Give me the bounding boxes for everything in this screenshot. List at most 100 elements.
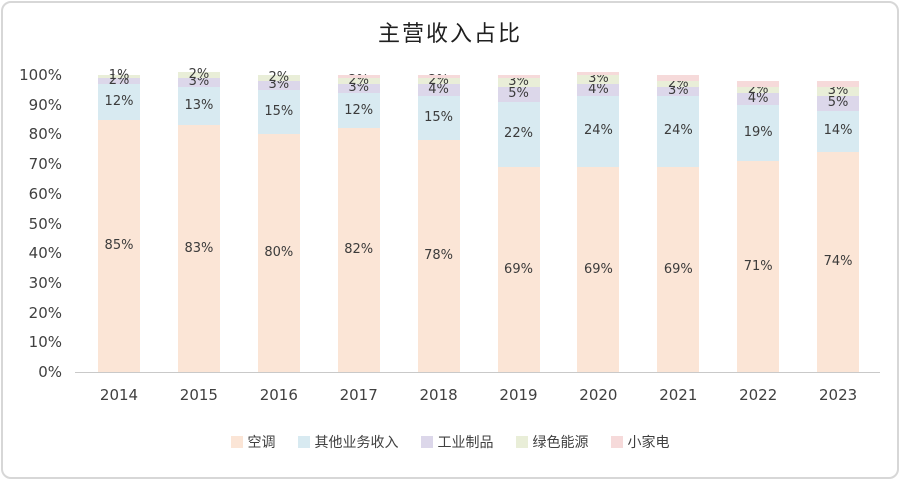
x-axis-line: [75, 372, 880, 373]
bar-segment: [737, 86, 780, 93]
data-label: 4%: [747, 90, 769, 106]
bar-segment: [177, 72, 220, 78]
legend-item: 小家电: [610, 432, 670, 452]
y-axis-tick-label: 20%: [28, 303, 62, 322]
bar-segment: [657, 95, 700, 168]
legend-item: 绿色能源: [515, 432, 589, 452]
data-label: 78%: [424, 248, 454, 264]
y-axis-tick-label: 10%: [28, 333, 62, 352]
data-label: 69%: [583, 261, 613, 277]
bar-segment: [657, 75, 700, 81]
bar-segment: [497, 77, 540, 87]
x-axis-category-label: 2014: [99, 386, 139, 404]
data-label: 3%: [588, 71, 609, 87]
data-label: 3%: [188, 74, 210, 90]
data-label: 24%: [583, 123, 613, 139]
legend-item: 其他业务收入: [297, 432, 399, 452]
data-label: 24%: [663, 123, 693, 139]
data-label: 69%: [504, 261, 533, 277]
bar-segment: [737, 80, 780, 87]
y-axis-tick-label: 100%: [19, 66, 62, 84]
data-label: 3%: [667, 83, 689, 99]
legend-swatch: [230, 436, 243, 448]
bar-segment: [417, 77, 460, 84]
bar-segment: [497, 86, 540, 102]
bar-segment: [737, 104, 780, 162]
bar-segment: [417, 95, 460, 141]
data-label: 82%: [344, 242, 374, 258]
data-label: 80%: [264, 245, 294, 261]
data-label: 5%: [827, 95, 849, 111]
y-axis-tick-label: 70%: [28, 155, 62, 174]
bar-segment: [817, 110, 860, 153]
bar-segment: [337, 128, 380, 372]
chart-title: 主营收入占比: [377, 22, 522, 47]
y-axis-tick-label: 40%: [28, 244, 62, 263]
bar-segment: [657, 80, 700, 87]
bar-segment: [817, 95, 860, 111]
legend: 空调 其他业务收入 工业制品 绿色能源 小家电: [0, 432, 900, 452]
legend-item: 工业制品: [420, 432, 494, 452]
bar-segment: [257, 75, 300, 81]
bar-segment: [737, 92, 780, 105]
bar-segment: [817, 86, 860, 96]
data-label: 74%: [823, 254, 853, 270]
data-label: 15%: [264, 104, 294, 120]
legend-label: 空调: [247, 435, 276, 451]
bar-segment: [177, 86, 220, 126]
bar-segment: [98, 83, 140, 120]
bar-segment: [817, 152, 860, 372]
legend-swatch: [297, 436, 310, 448]
bar-segment: [577, 95, 620, 168]
data-label: 85%: [104, 237, 134, 253]
bar-segment: [577, 75, 620, 84]
bar-segment: [497, 101, 540, 168]
bar-segment: [737, 161, 780, 372]
bar-segment: [657, 167, 700, 372]
x-axis-category-label: 2020: [579, 386, 618, 404]
data-label: 19%: [743, 124, 773, 140]
bar-segment: [98, 75, 140, 78]
legend-label: 工业制品: [437, 435, 494, 451]
data-label: 13%: [184, 98, 214, 114]
legend-swatch: [610, 436, 623, 448]
x-axis-category-label: 2023: [819, 386, 858, 404]
bar-segment: [337, 75, 380, 78]
data-label: 14%: [823, 123, 853, 139]
data-label: 2%: [188, 67, 210, 82]
bar-segment: [257, 134, 300, 372]
data-label: 4%: [588, 81, 609, 97]
bar-segment: [577, 83, 620, 96]
data-label: 4%: [428, 81, 449, 97]
data-label: 2%: [268, 69, 290, 85]
data-label: 5%: [508, 86, 529, 102]
x-axis-category-label: 2015: [179, 386, 218, 404]
y-axis-tick-label: 30%: [28, 273, 62, 292]
bar-segment: [98, 119, 140, 372]
data-label: 3%: [508, 74, 529, 90]
bar-segment: [98, 77, 140, 84]
data-label: 71%: [743, 258, 773, 274]
x-axis-category-label: 2022: [739, 386, 778, 404]
x-axis-category-label: 2016: [259, 386, 298, 404]
legend-label: 小家电: [627, 435, 670, 451]
data-label: 1%: [108, 68, 130, 84]
x-axis-category-label: 2019: [499, 386, 538, 404]
bar-segment: [417, 140, 460, 372]
legend-label: 绿色能源: [532, 435, 589, 451]
data-label: 12%: [344, 102, 374, 118]
y-axis-tick-label: 0%: [38, 363, 62, 381]
y-axis-tick-label: 80%: [28, 125, 62, 144]
y-axis-tick-label: 50%: [28, 214, 62, 233]
data-label: 83%: [184, 240, 214, 256]
legend-swatch: [515, 436, 528, 448]
bar-segment: [257, 80, 300, 90]
data-label: 15%: [424, 110, 454, 126]
bar-segment: [337, 92, 380, 129]
bar-segment: [817, 80, 860, 87]
legend-item: 空调: [230, 432, 276, 452]
bar-segment: [337, 77, 380, 84]
bar-segment: [577, 167, 620, 372]
data-label: 3%: [348, 80, 369, 96]
